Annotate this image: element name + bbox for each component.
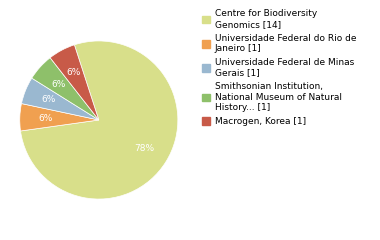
Text: 6%: 6% xyxy=(42,95,56,104)
Text: 6%: 6% xyxy=(38,114,52,123)
Text: 78%: 78% xyxy=(134,144,154,153)
Legend: Centre for Biodiversity
Genomics [14], Universidade Federal do Rio de
Janeiro [1: Centre for Biodiversity Genomics [14], U… xyxy=(202,9,356,126)
Text: 6%: 6% xyxy=(52,79,66,89)
Wedge shape xyxy=(50,45,99,120)
Wedge shape xyxy=(32,58,99,120)
Wedge shape xyxy=(22,78,99,120)
Text: 6%: 6% xyxy=(66,68,81,77)
Wedge shape xyxy=(21,41,178,199)
Wedge shape xyxy=(20,104,99,131)
